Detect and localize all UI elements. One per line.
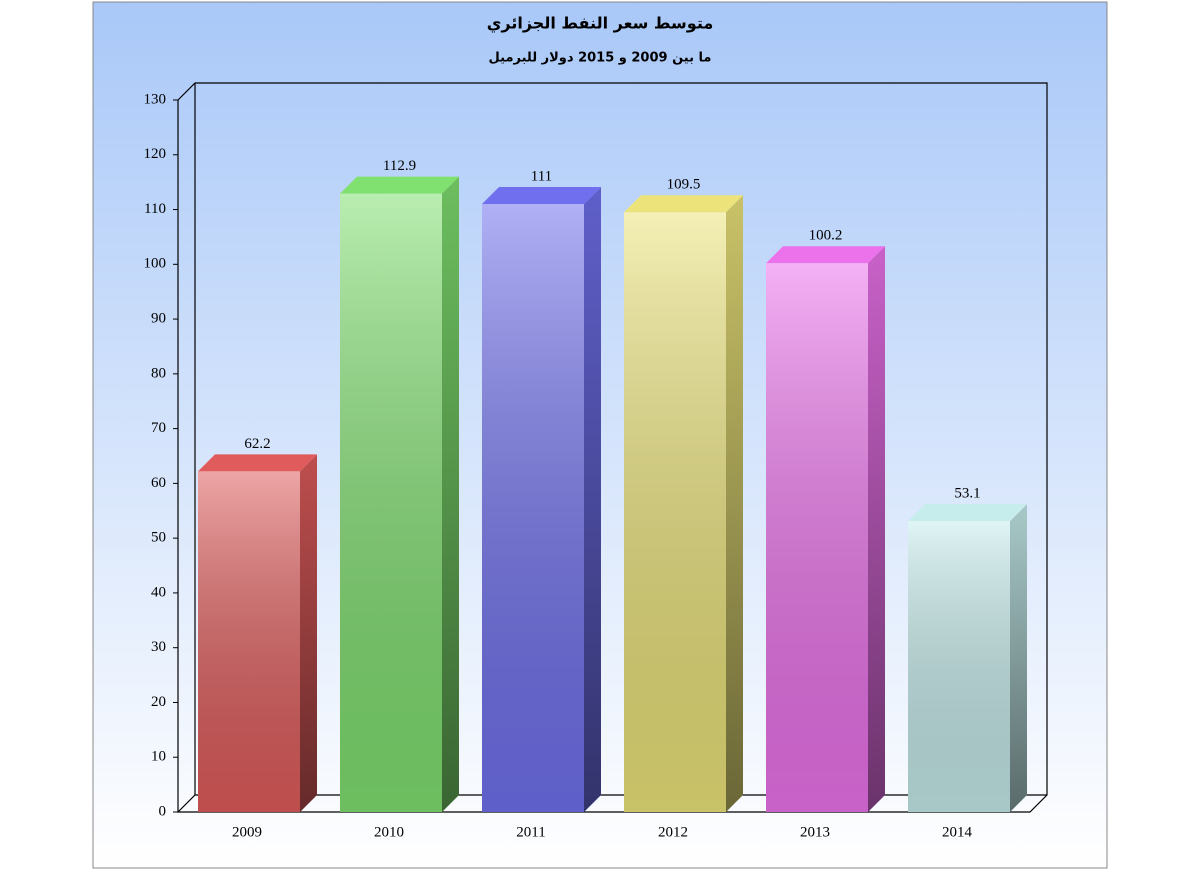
value-label: 53.1 — [954, 486, 980, 502]
y-tick-label: 120 — [144, 146, 167, 162]
x-tick-label: 2013 — [800, 824, 830, 840]
chart-title: متوسط سعر النفط الجزائري — [487, 14, 714, 34]
bar-top — [340, 176, 459, 194]
bar-shine — [908, 521, 1010, 812]
value-label: 112.9 — [383, 158, 416, 174]
bar-shine — [482, 204, 584, 813]
x-tick-label: 2010 — [374, 824, 404, 840]
value-label: 62.2 — [244, 436, 270, 452]
bar-shine — [766, 263, 868, 813]
bar-shine — [198, 471, 300, 812]
y-tick-label: 110 — [144, 201, 166, 217]
bar-top — [198, 454, 317, 472]
value-label: 109.5 — [667, 177, 701, 193]
bar-shine — [340, 193, 442, 812]
bar-top — [482, 187, 601, 205]
y-tick-label: 0 — [159, 803, 167, 819]
bar-side-shade — [868, 246, 885, 813]
bar-top — [908, 504, 1027, 522]
y-tick-label: 50 — [151, 530, 166, 546]
bar-top — [624, 195, 743, 213]
y-tick-label: 90 — [151, 311, 166, 327]
y-tick-label: 100 — [144, 256, 167, 272]
y-tick-label: 40 — [151, 584, 166, 600]
y-tick-label: 70 — [151, 420, 166, 436]
y-tick-label: 30 — [151, 639, 166, 655]
bar-side-shade — [726, 195, 743, 812]
x-tick-label: 2009 — [232, 824, 262, 840]
y-tick-label: 130 — [144, 91, 167, 107]
bar-side-shade — [1010, 504, 1027, 812]
bar-side-shade — [584, 187, 601, 813]
x-tick-label: 2012 — [658, 824, 688, 840]
y-tick-label: 10 — [151, 749, 166, 765]
bar-side-shade — [300, 454, 317, 812]
value-label: 111 — [531, 168, 552, 184]
chart-subtitle: ما بين 2009 و 2015 دولار للبرميل — [489, 51, 712, 66]
x-tick-label: 2011 — [516, 824, 545, 840]
bar-side-shade — [442, 176, 459, 812]
y-tick-label: 20 — [151, 694, 166, 710]
bar-top — [766, 246, 885, 264]
y-tick-label: 60 — [151, 475, 166, 491]
bar-shine — [624, 212, 726, 812]
x-tick-label: 2014 — [942, 824, 973, 840]
value-label: 100.2 — [809, 228, 843, 244]
y-tick-label: 80 — [151, 365, 166, 381]
